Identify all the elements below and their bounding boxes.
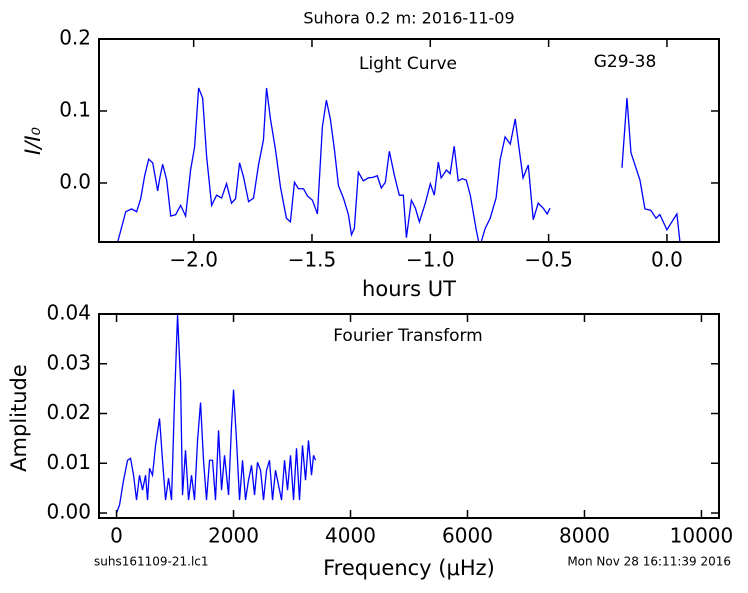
annotation: Fourier Transform xyxy=(333,326,482,346)
footer-left: suhs161109-21.lc1 xyxy=(94,555,209,569)
x-tick-label: 10000 xyxy=(670,524,734,548)
y-tick-label: 0.00 xyxy=(46,500,91,524)
x-tick-label: 0 xyxy=(110,524,123,548)
plot-frame xyxy=(98,313,720,519)
y-tick-label: 0.1 xyxy=(59,97,91,121)
x-tick-label: 8000 xyxy=(559,524,610,548)
y-tick-label: 0.02 xyxy=(46,400,91,424)
x-axis-label: hours UT xyxy=(362,277,456,301)
x-tick-label: 2000 xyxy=(208,524,259,548)
y-tick-label: 0.03 xyxy=(46,350,91,374)
x-tick-label: −0.5 xyxy=(524,248,573,272)
x-tick-label: 4000 xyxy=(325,524,376,548)
annotation: G29-38 xyxy=(594,52,657,72)
data-line xyxy=(115,314,317,514)
figure-title: Suhora 0.2 m: 2016-11-09 xyxy=(303,9,514,28)
x-axis-label: Frequency (μHz) xyxy=(323,556,495,580)
y-tick-label: 0.04 xyxy=(46,301,91,325)
y-tick-label: 0.01 xyxy=(46,450,91,474)
y-tick-label: 0.2 xyxy=(59,26,91,50)
footer-right: Mon Nov 28 16:11:39 2016 xyxy=(567,555,731,569)
data-line xyxy=(117,87,681,242)
plot-frame xyxy=(98,38,720,243)
x-tick-label: −1.5 xyxy=(288,248,337,272)
x-tick-label: 6000 xyxy=(442,524,493,548)
x-tick-label: −1.0 xyxy=(406,248,455,272)
x-tick-label: −2.0 xyxy=(169,248,218,272)
y-tick-label: 0.0 xyxy=(59,169,91,193)
annotation: Light Curve xyxy=(359,54,457,74)
x-tick-label: 0.0 xyxy=(651,248,683,272)
y-axis-label: Amplitude xyxy=(7,364,31,472)
y-axis-label: I/I₀ xyxy=(21,126,45,154)
